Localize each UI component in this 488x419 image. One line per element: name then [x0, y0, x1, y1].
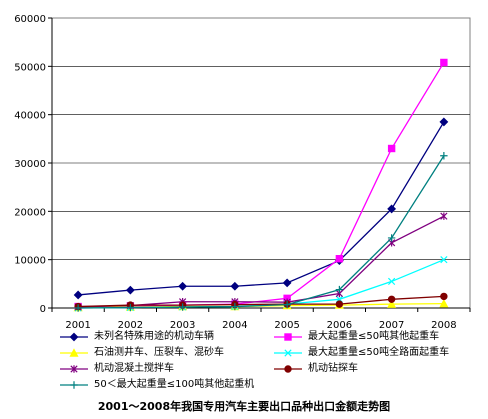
y-tick-label-10000: 10000	[14, 256, 46, 267]
series-6	[74, 152, 448, 312]
series-0-point-2004	[230, 281, 240, 291]
legend-swatch-marker-6	[70, 381, 78, 389]
series-6-point-2003	[178, 303, 187, 311]
chart-title: 2001～2008年我国专用汽车主要出口品种出口金额走势图	[97, 400, 391, 413]
series-6-point-2005	[283, 300, 291, 309]
series-6-point-2007	[387, 234, 396, 242]
series-0-point-2003	[178, 281, 188, 291]
x-tick-label-2001: 2001	[65, 320, 90, 331]
y-axis: 0 10000 20000 30000 40000 50000 60000	[14, 14, 53, 315]
series-6-point-2001	[74, 304, 82, 312]
series-0-point-2001	[73, 290, 83, 300]
series-group	[73, 58, 449, 312]
x-tick-label-2007: 2007	[379, 320, 404, 331]
series-3-point-2008	[440, 256, 448, 264]
series-0-point-2008	[439, 117, 449, 127]
legend-swatch-marker-0	[69, 332, 79, 342]
legend-swatch-4	[60, 365, 88, 373]
gridlines	[52, 66, 470, 260]
legend-swatch-5	[274, 365, 302, 373]
legend-swatch-3	[274, 349, 302, 357]
series-0-line	[78, 121, 445, 296]
y-tick-label-60000: 60000	[14, 14, 46, 25]
y-tick-label-40000: 40000	[14, 111, 46, 122]
x-axis: 2001 2002 2003 2004 2005 2006 2007 2008	[51, 307, 471, 331]
x-tick-label-2005: 2005	[274, 320, 299, 331]
legend-swatch-1	[274, 333, 302, 341]
series-1-point-2008	[440, 58, 448, 67]
series-5-point-2006	[335, 300, 344, 308]
series-1-point-2007	[387, 144, 396, 153]
legend-swatch-marker-1	[284, 333, 292, 341]
series-6-point-2008	[440, 152, 448, 160]
series-0	[73, 117, 449, 300]
series-0-point-2007	[387, 204, 397, 214]
series-6-point-2004	[231, 302, 239, 311]
legend-swatch-marker-3	[284, 349, 292, 357]
legend-swatch-6	[60, 381, 88, 389]
series-4-point-2008	[440, 212, 448, 220]
y-tick-label-20000: 20000	[14, 207, 46, 218]
legend-label-3: 最大起重量≤50吨全路面起重车	[308, 347, 450, 358]
legend-label-2: 石油测井车、压裂车、混砂车	[94, 347, 224, 358]
series-0-point-2002	[125, 285, 135, 295]
series-0-point-2005	[282, 278, 292, 288]
x-tick-label-2006: 2006	[327, 320, 352, 331]
series-6-line	[78, 155, 445, 309]
series-1-point-2006	[335, 255, 344, 263]
series-3-point-2007	[388, 277, 396, 286]
legend-label-6: 50＜最大起重量≤100吨其他起重机	[94, 379, 255, 390]
series-2-point-2007	[387, 299, 397, 308]
y-tick-label-30000: 30000	[14, 159, 46, 170]
y-tick-label-50000: 50000	[14, 62, 46, 73]
legend-swatch-2	[60, 348, 88, 357]
legend-swatch-marker-5	[284, 365, 292, 373]
legend-swatch-0	[60, 332, 88, 342]
series-5-point-2008	[440, 292, 448, 301]
series-5-point-2007	[387, 295, 396, 303]
series-5-line	[78, 295, 444, 308]
legend-swatch-marker-4	[70, 365, 78, 373]
series-2-point-2008	[439, 298, 449, 308]
series-6-point-2006	[335, 285, 344, 294]
x-tick-label-2003: 2003	[170, 320, 195, 331]
series-1-line	[78, 62, 445, 308]
legend-label-1: 最大起重量≤50吨其他起重车	[308, 331, 440, 342]
x-tick-label-2008: 2008	[431, 320, 456, 331]
legend-label-5: 机动钻探车	[308, 363, 358, 374]
x-tick-label-2002: 2002	[118, 320, 143, 331]
legend-swatch-marker-2	[69, 348, 79, 357]
legend-label-4: 机动混凝土搅拌车	[94, 363, 174, 374]
y-tick-label-0: 0	[40, 304, 46, 315]
series-6-point-2002	[126, 303, 135, 312]
legend-label-0: 未列名特殊用途的机动车辆	[94, 331, 214, 342]
x-tick-label-2004: 2004	[222, 320, 247, 331]
